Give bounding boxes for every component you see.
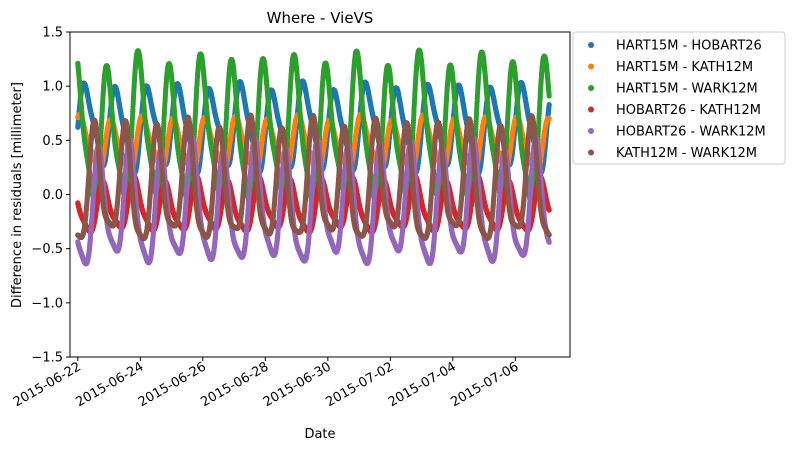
chart-title: Where - VieVS [267, 9, 374, 27]
data-point [546, 102, 552, 108]
data-points [75, 47, 552, 267]
